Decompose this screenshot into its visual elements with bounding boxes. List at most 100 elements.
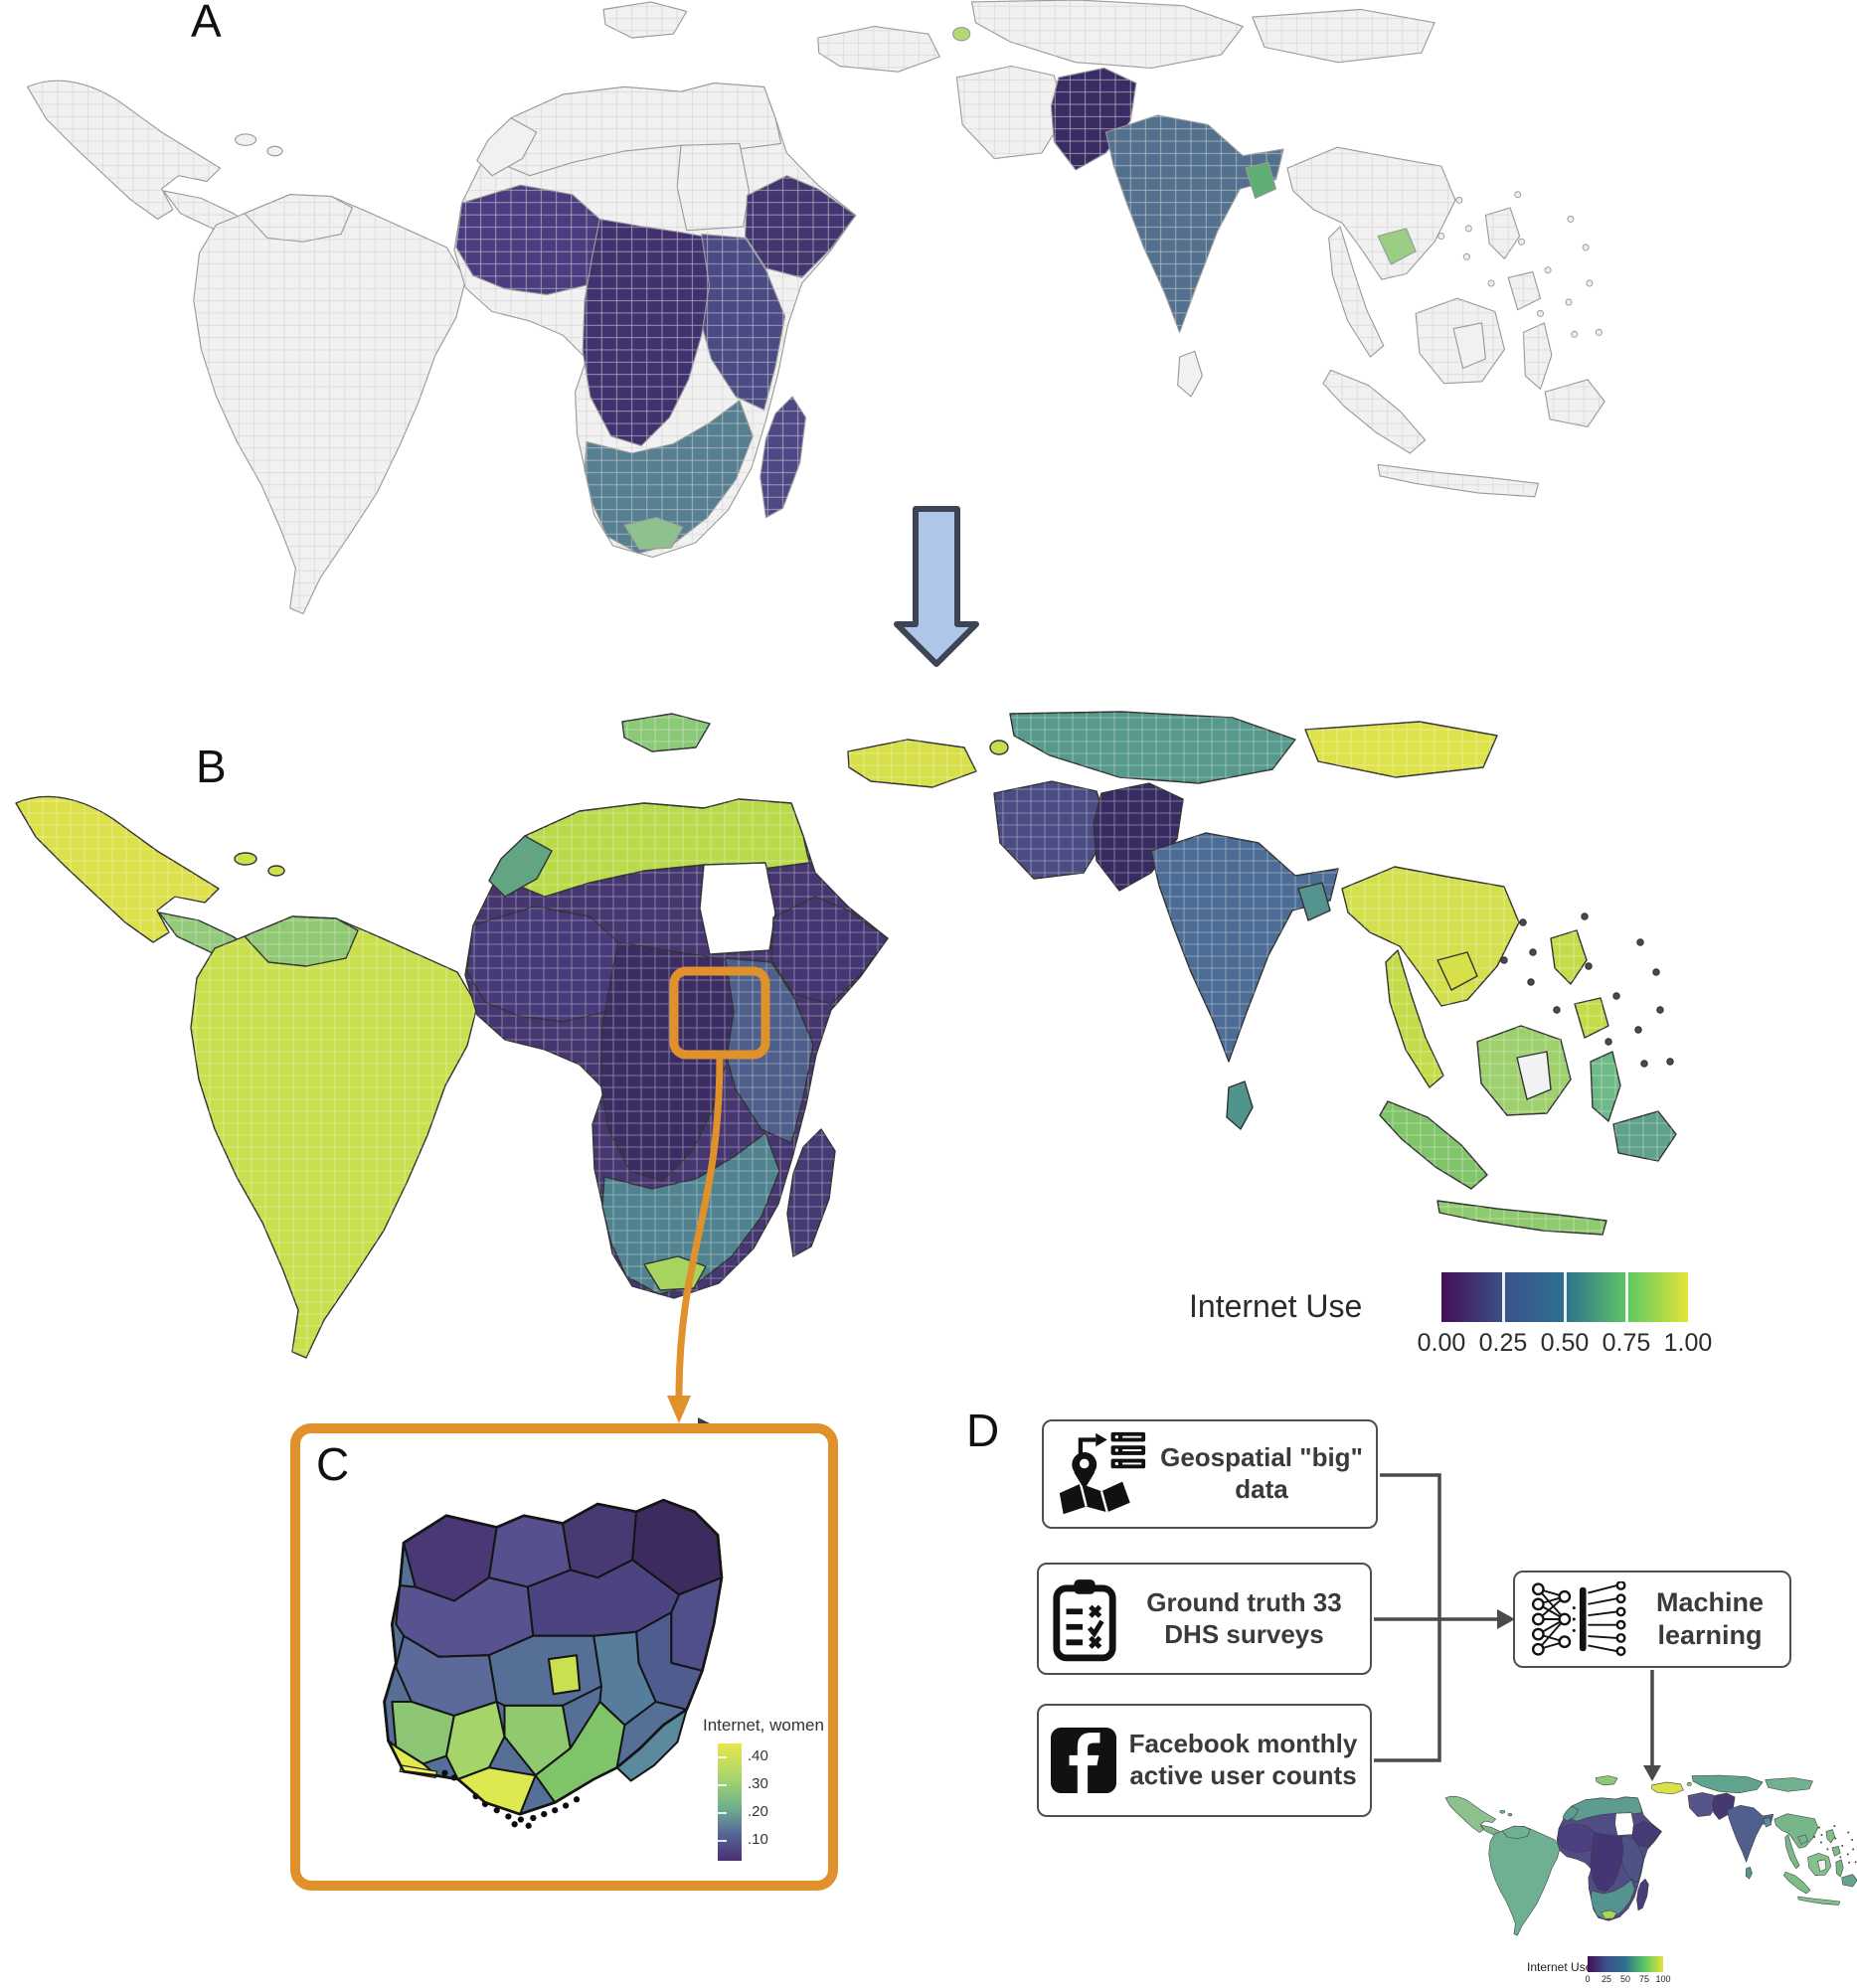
region-morocco [476, 117, 538, 177]
region-bangladesh [1245, 161, 1277, 200]
region-sudan [1614, 1812, 1634, 1836]
flow-box-dhs: Ground truth 33 DHS surveys [1037, 1563, 1372, 1675]
region-islands [1640, 1060, 1648, 1068]
region-borneoWhite [1817, 1859, 1827, 1872]
internet-women-legend-title: Internet, women [703, 1716, 824, 1735]
region-pakistan [1712, 1792, 1736, 1820]
nigeria-coast-speckle [552, 1807, 559, 1814]
region-islands [1826, 1848, 1829, 1851]
nigeria-coast-speckle [517, 1816, 524, 1823]
region-islands [1581, 912, 1589, 920]
region-bangladesh [1763, 1817, 1773, 1828]
facebook-icon [1051, 1728, 1116, 1793]
region-islands [1462, 252, 1470, 260]
legend-tick-label: 0.25 [1478, 1329, 1528, 1357]
nigeria-coast-speckle [563, 1802, 570, 1809]
region-armeniaDot [952, 26, 971, 42]
region-mongolia [1765, 1777, 1813, 1792]
region-morocco [1562, 1805, 1579, 1822]
region-cambodiaDot [1436, 951, 1478, 991]
panel-a-label: A [191, 0, 223, 47]
panel-b-label: B [196, 741, 228, 792]
flow-connectors [1374, 1473, 1654, 1765]
neural-network-icon [1527, 1581, 1630, 1657]
region-mexico [1444, 1795, 1496, 1833]
panel-d-output-map [1444, 1774, 1857, 1936]
region-armeniaDot [989, 740, 1009, 755]
region-islands [1851, 1838, 1854, 1841]
flow-box-geospatial-label: Geospatial "big" data [1160, 1442, 1363, 1504]
region-islands [1846, 1853, 1849, 1856]
panel-a-world-map [27, 0, 1605, 615]
region-morocco [488, 835, 553, 898]
nigeria-coast-speckle [541, 1810, 548, 1818]
region-islands [1537, 309, 1544, 317]
legend-tick-label: 1.00 [1663, 1329, 1713, 1357]
region-islands [1565, 298, 1573, 306]
region-india [1726, 1804, 1774, 1863]
legend-tick-label: 100 [1655, 1974, 1671, 1984]
region-cambodiaDot [1797, 1834, 1808, 1845]
legend-tick-label: 25 [1601, 1974, 1611, 1984]
legend-tick-label: .30 [748, 1775, 768, 1792]
region-islands [1582, 244, 1590, 251]
flow-box-machine-learning-label: Machine learning [1655, 1587, 1765, 1650]
mini-legend-title: Internet Use [1527, 1960, 1593, 1974]
region-cambodiaDot [1377, 228, 1417, 265]
region-islands [1595, 328, 1603, 336]
region-islands [1455, 196, 1463, 204]
panel-b-world-map [15, 711, 1677, 1359]
region-islands [1852, 1848, 1855, 1851]
zoom-leader-arrowhead-icon [667, 1396, 691, 1423]
flow-box-geospatial: Geospatial "big" data [1042, 1419, 1378, 1529]
region-iran [1687, 1792, 1718, 1817]
panel-d-label: D [966, 1405, 1001, 1456]
region-islands [1833, 1825, 1836, 1828]
region-islands [1841, 1844, 1844, 1847]
region-srilanka [1226, 1080, 1254, 1130]
region-bangladesh [1297, 882, 1331, 921]
internet-women-colorbar-ticks: .40 .30 .20 .10 [748, 1743, 807, 1863]
region-borneoWhite [1516, 1051, 1552, 1100]
region-islands [1848, 1861, 1851, 1864]
region-sumatra [1782, 1871, 1811, 1895]
map-pin-server-icon [1056, 1428, 1147, 1520]
nigeria-choropleth-map [383, 1498, 724, 1829]
region-africaNorth [1565, 1796, 1643, 1822]
legend-tick-label: 0.50 [1540, 1329, 1590, 1357]
flow-box-machine-learning: Machine learning [1513, 1571, 1791, 1668]
region-islands [1500, 956, 1508, 964]
nigeria-coast-speckle [511, 1821, 518, 1828]
legend-tick-label: 0.00 [1417, 1329, 1466, 1357]
region-islands [1527, 978, 1535, 986]
nigeria-coast-speckle [493, 1807, 500, 1814]
nigeria-coast-speckle [573, 1796, 581, 1803]
mini-colorbar-ticks: 0 25 50 75 100 [1585, 1974, 1707, 1986]
legend-tick-label: .20 [748, 1803, 768, 1820]
region-srilanka [1177, 350, 1203, 398]
flow-box-facebook-label: Facebook monthly active user counts [1128, 1729, 1358, 1790]
flow-box-facebook: Facebook monthly active user counts [1037, 1704, 1372, 1817]
region-islands [1519, 918, 1527, 926]
region-islands [1567, 215, 1575, 223]
region-centralasia [1691, 1774, 1764, 1794]
region-islands [1656, 1006, 1664, 1014]
region-armeniaDot [1686, 1781, 1692, 1786]
nigeria-coast-speckle [441, 1769, 448, 1776]
nigeria-state [592, 1630, 657, 1727]
region-sulawesi [1835, 1859, 1844, 1878]
region-srilanka [1745, 1866, 1753, 1880]
region-islands [1553, 1006, 1561, 1014]
clipboard-checklist-icon [1051, 1576, 1118, 1662]
region-colombia [1501, 1825, 1531, 1839]
region-islands [1820, 1834, 1823, 1837]
region-islands [1817, 1826, 1820, 1829]
region-islands [1813, 1835, 1816, 1839]
region-islands [1544, 266, 1552, 274]
region-balkans [1595, 1775, 1618, 1786]
region-islands [1612, 992, 1620, 1000]
region-philippines [1825, 1829, 1841, 1857]
internet-use-colorbar-ticks: 0.00 0.25 0.50 0.75 1.00 [0, 1329, 1857, 1359]
